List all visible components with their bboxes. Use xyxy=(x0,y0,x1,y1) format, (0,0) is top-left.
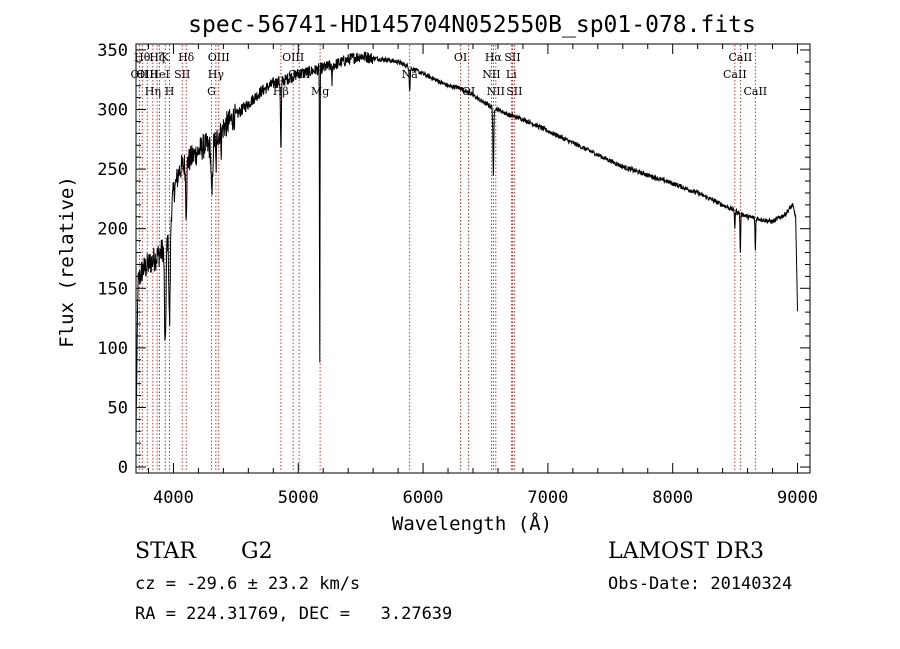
y-tick-label: 350 xyxy=(97,41,128,61)
x-tick-label: 8000 xyxy=(652,488,693,508)
x-tick-label: 4000 xyxy=(153,488,194,508)
x-axis-label: Wavelength (Å) xyxy=(392,512,552,535)
y-tick-label: 50 xyxy=(108,398,128,418)
line-marker-label: OII xyxy=(131,68,149,81)
line-marker-label: CaII xyxy=(729,51,753,64)
line-marker-label: Li xyxy=(506,68,517,81)
line-marker-label: Hζ xyxy=(149,51,165,64)
object-subclass: G2 xyxy=(241,539,273,564)
line-marker-label: OIII xyxy=(208,51,230,64)
y-tick-label: 250 xyxy=(97,160,128,180)
line-marker-label: SII xyxy=(506,85,522,98)
line-marker-label: HeI xyxy=(149,68,169,81)
x-tick-label: 6000 xyxy=(403,488,444,508)
line-marker-label: Hγ xyxy=(208,68,225,81)
coordinates: RA = 224.31769, DEC = 3.27639 xyxy=(135,604,453,624)
line-marker-label: G xyxy=(207,85,216,98)
plot-frame xyxy=(135,43,811,474)
y-tick-label: 150 xyxy=(97,279,128,299)
line-marker-label: SII xyxy=(174,68,190,81)
line-marker-labels: OIIHθOIIIHηHζHeIKHSIIHδGHγOIIIHβOIIIOIII… xyxy=(131,51,768,98)
line-marker-label: OI xyxy=(454,51,467,64)
line-marker-label: Hβ xyxy=(273,85,289,98)
y-axis-label: Flux (relative) xyxy=(56,176,78,348)
y-tick-label: 200 xyxy=(97,220,128,240)
y-tick-label: 100 xyxy=(97,339,128,359)
x-tick-label: 7000 xyxy=(527,488,568,508)
line-marker-label: Hδ xyxy=(178,51,195,64)
chart-title: spec-56741-HD145704N052550B_sp01-078.fit… xyxy=(188,12,756,38)
x-tick-label: 5000 xyxy=(278,488,319,508)
line-marker-label: OIII xyxy=(136,68,158,81)
y-axis: 0 50 100 150 200 250 300 350 xyxy=(97,41,810,478)
x-tick-label: 9000 xyxy=(777,488,818,508)
line-marker-label: Hα xyxy=(485,51,503,64)
line-marker-label: CaII xyxy=(743,85,767,98)
y-tick-label: 300 xyxy=(97,101,128,121)
y-tick-label: 0 xyxy=(118,458,128,478)
line-marker-label: CaII xyxy=(723,68,747,81)
line-markers xyxy=(138,45,756,472)
survey-name: LAMOST DR3 xyxy=(608,539,764,564)
line-marker-label: SII xyxy=(504,51,520,64)
line-marker-label: H xyxy=(165,85,175,98)
redshift-readout: cz = -29.6 ± 23.2 km/s xyxy=(135,574,361,594)
line-marker-label: K xyxy=(161,51,170,64)
line-marker-label: OIII xyxy=(282,51,304,64)
spectrum-line xyxy=(135,51,798,444)
object-class: STAR xyxy=(135,539,196,564)
line-marker-label: Hθ xyxy=(134,51,151,64)
line-marker-label: Hη xyxy=(145,85,161,98)
line-marker-label: NII xyxy=(482,68,500,81)
x-axis: 4000 5000 6000 7000 8000 9000 xyxy=(147,44,818,508)
line-marker-label: NII xyxy=(487,85,505,98)
obs-date: Obs-Date: 20140324 xyxy=(608,574,793,594)
